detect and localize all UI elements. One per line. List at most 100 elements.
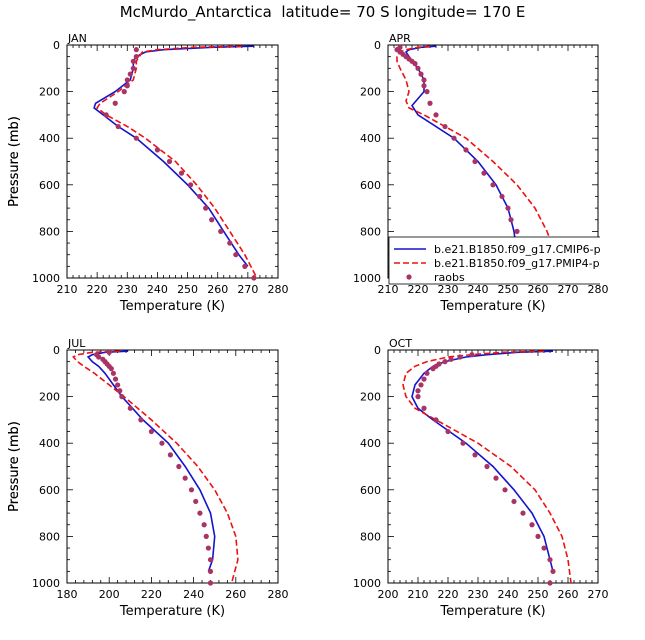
panel-oct: OCT 200 210 220 230 240 250 260 270 0 200 400 600 800… bbox=[7, 337, 609, 619]
raobs-point bbox=[490, 182, 496, 188]
x-tick-label: 270 bbox=[558, 283, 579, 296]
x-tick-label: 200 bbox=[99, 588, 120, 601]
raobs-point bbox=[119, 394, 125, 400]
y-tick-label: 600 bbox=[360, 484, 381, 497]
raobs-point bbox=[418, 382, 424, 388]
raobs-point bbox=[547, 580, 553, 586]
plot-frame bbox=[66, 349, 279, 584]
y-tick-label: 800 bbox=[39, 530, 60, 543]
raobs-point bbox=[166, 158, 173, 165]
raobs-point bbox=[511, 498, 517, 505]
raobs-point bbox=[418, 71, 424, 77]
x-tick-label: 210 bbox=[408, 588, 429, 601]
raobs-point bbox=[421, 376, 427, 382]
raobs-point bbox=[121, 89, 127, 95]
x-axis-label: Temperature (K) bbox=[439, 299, 545, 314]
raobs-point bbox=[138, 417, 144, 423]
legend: b.e21.B1850.f09_g17.CMIP6-piControl.001b… bbox=[388, 236, 645, 285]
legend-label: b.e21.B1850.f09_g17.CMIP6-piControl.001 bbox=[434, 243, 645, 256]
y-tick-label: 400 bbox=[360, 132, 381, 145]
raobs-point bbox=[130, 65, 136, 71]
legend-body: b.e21.B1850.f09_g17.CMIP6-piControl.001b… bbox=[388, 236, 645, 285]
raobs-point bbox=[535, 533, 541, 540]
x-tick-label: 220 bbox=[438, 588, 459, 601]
raobs-point bbox=[508, 217, 514, 223]
x-tick-label: 250 bbox=[177, 283, 198, 296]
raobs-point bbox=[421, 77, 427, 83]
raobs-point bbox=[193, 498, 199, 505]
raobs-point bbox=[197, 510, 203, 516]
x-axis-label: Temperature (K) bbox=[119, 299, 225, 314]
raobs-point bbox=[415, 388, 421, 394]
raobs-point bbox=[529, 522, 535, 528]
y-tick-label: 200 bbox=[39, 391, 60, 404]
raobs-point bbox=[481, 170, 487, 176]
y-tick-label: 200 bbox=[360, 391, 381, 404]
raobs-point bbox=[472, 452, 478, 458]
y-tick-label: 600 bbox=[360, 179, 381, 192]
x-tick-label: 230 bbox=[468, 588, 489, 601]
raobs-point bbox=[457, 354, 463, 360]
y-tick-label: 400 bbox=[39, 132, 60, 145]
legend-box bbox=[388, 236, 600, 285]
y-tick-label: 400 bbox=[360, 437, 381, 450]
raobs-point bbox=[227, 240, 233, 246]
pmip4-line bbox=[96, 45, 258, 278]
y-tick-label: 1000 bbox=[32, 577, 60, 590]
x-tick-label: 280 bbox=[268, 283, 289, 296]
raobs-point bbox=[182, 475, 188, 481]
y-tick-label: 800 bbox=[360, 530, 381, 543]
x-tick-label: 260 bbox=[225, 588, 246, 601]
raobs-point bbox=[203, 533, 209, 540]
raobs-point bbox=[502, 487, 508, 493]
y-tick-label: 200 bbox=[39, 86, 60, 99]
x-tick-label: 240 bbox=[183, 588, 204, 601]
raobs-point bbox=[460, 440, 466, 446]
y-axis-label: Pressure (mb) bbox=[7, 421, 22, 512]
raobs-point bbox=[154, 147, 161, 153]
raobs-point bbox=[412, 61, 418, 67]
x-tick-label: 280 bbox=[588, 283, 609, 296]
x-axis-label: Temperature (K) bbox=[439, 604, 545, 619]
raobs-point bbox=[124, 83, 130, 89]
raobs-point bbox=[115, 382, 121, 388]
raobs-point bbox=[133, 54, 139, 60]
y-axis-label: Pressure (mb) bbox=[7, 116, 22, 207]
raobs-point bbox=[167, 452, 173, 458]
y-tick-label: 600 bbox=[39, 179, 60, 192]
raobs-point bbox=[484, 463, 490, 470]
raobs-point bbox=[178, 170, 185, 176]
raobs-point bbox=[188, 487, 195, 493]
raobs-point bbox=[187, 182, 194, 188]
x-tick-label: 260 bbox=[207, 283, 228, 296]
y-tick-label: 1000 bbox=[32, 272, 60, 285]
pmip4-line bbox=[402, 350, 572, 583]
panel-label: JAN bbox=[67, 32, 87, 45]
y-tick-label: 0 bbox=[374, 39, 381, 52]
raobs-point bbox=[117, 388, 123, 394]
x-tick-label: 220 bbox=[141, 588, 162, 601]
raobs-point bbox=[547, 557, 553, 563]
x-tick-label: 230 bbox=[438, 283, 459, 296]
plot-frame bbox=[66, 44, 279, 279]
cmip6-line bbox=[93, 45, 254, 267]
raobs-point bbox=[469, 352, 475, 358]
legend-label: b.e21.B1850.f09_g17.PMIP4-pliocene bbox=[434, 257, 639, 270]
raobs-point bbox=[106, 349, 112, 355]
x-tick-label: 220 bbox=[87, 283, 108, 296]
raobs-point bbox=[415, 65, 421, 71]
panel-label: JUL bbox=[67, 337, 86, 350]
x-tick-label: 180 bbox=[57, 588, 78, 601]
raobs-point bbox=[112, 100, 118, 106]
raobs-point bbox=[550, 568, 556, 574]
x-tick-label: 210 bbox=[378, 283, 399, 296]
y-axis-label: Pressure (mb) bbox=[7, 421, 22, 512]
y-tick-label: 1000 bbox=[353, 272, 381, 285]
y-tick-label: 800 bbox=[360, 225, 381, 238]
raobs-point bbox=[96, 354, 102, 360]
raobs-point bbox=[421, 405, 427, 411]
x-tick-label: 260 bbox=[528, 283, 549, 296]
y-tick-label: 0 bbox=[53, 39, 60, 52]
raobs-point bbox=[203, 205, 209, 211]
